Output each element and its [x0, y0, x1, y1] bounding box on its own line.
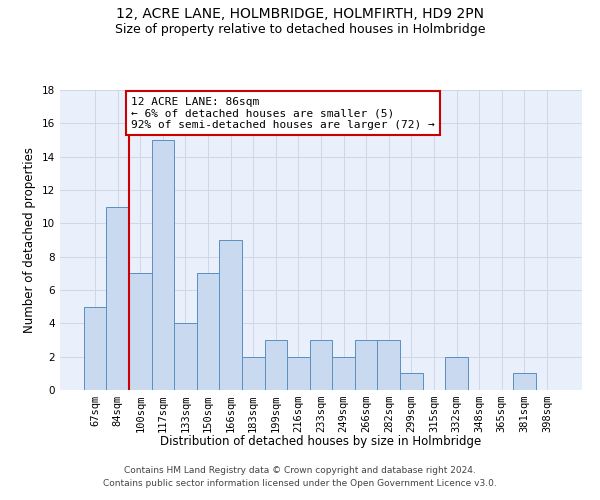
Text: 12 ACRE LANE: 86sqm
← 6% of detached houses are smaller (5)
92% of semi-detached: 12 ACRE LANE: 86sqm ← 6% of detached hou…	[131, 96, 435, 130]
Bar	[84, 306, 106, 390]
Bar	[310, 340, 332, 390]
Bar	[400, 374, 422, 390]
Bar	[287, 356, 310, 390]
Bar	[332, 356, 355, 390]
Bar	[174, 324, 197, 390]
Bar	[106, 206, 129, 390]
Bar	[513, 374, 536, 390]
Bar	[377, 340, 400, 390]
Bar	[445, 356, 468, 390]
Text: 12, ACRE LANE, HOLMBRIDGE, HOLMFIRTH, HD9 2PN: 12, ACRE LANE, HOLMBRIDGE, HOLMFIRTH, HD…	[116, 8, 484, 22]
Bar	[355, 340, 377, 390]
Bar	[220, 240, 242, 390]
Text: Size of property relative to detached houses in Holmbridge: Size of property relative to detached ho…	[115, 22, 485, 36]
Bar	[152, 140, 174, 390]
Bar	[265, 340, 287, 390]
Y-axis label: Number of detached properties: Number of detached properties	[23, 147, 37, 333]
Text: Contains HM Land Registry data © Crown copyright and database right 2024.
Contai: Contains HM Land Registry data © Crown c…	[103, 466, 497, 487]
Bar	[129, 274, 152, 390]
Bar	[242, 356, 265, 390]
Bar	[197, 274, 220, 390]
Text: Distribution of detached houses by size in Holmbridge: Distribution of detached houses by size …	[160, 435, 482, 448]
